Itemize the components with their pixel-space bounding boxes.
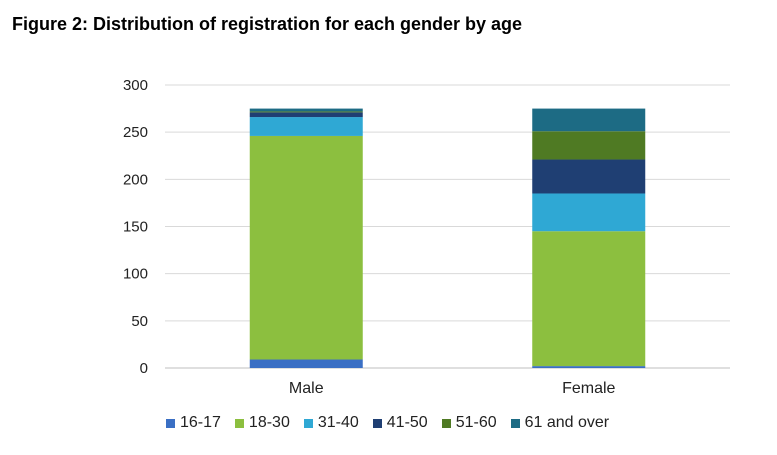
y-tick-label: 150 — [123, 219, 148, 236]
legend-label: 61 and over — [524, 414, 610, 431]
x-category-label: Female — [562, 380, 615, 397]
bars — [249, 108, 646, 368]
legend-swatch — [303, 418, 313, 428]
bar-segment-female-31-40 — [532, 193, 646, 232]
y-tick-label: 300 — [123, 77, 148, 94]
y-tick-label: 50 — [131, 313, 148, 330]
legend-swatch — [510, 418, 520, 428]
y-tick-label: 250 — [123, 124, 148, 141]
bar-segment-female-18-30 — [532, 231, 646, 367]
y-tick-label: 200 — [123, 171, 148, 188]
y-axis-ticks: 0 50 100 150 200 250 300 — [123, 77, 148, 377]
bar-segment-female-16-17 — [532, 366, 646, 368]
bar-segment-female-41-50 — [532, 159, 646, 194]
legend-swatch — [372, 418, 382, 428]
legend-label: 18-30 — [248, 414, 290, 431]
legend-label: 41-50 — [386, 414, 428, 431]
bar-segment-male-61-and-over — [249, 108, 363, 112]
legend-label: 16-17 — [180, 414, 221, 431]
legend-swatch — [234, 418, 244, 428]
legend-item: 16-17 — [166, 414, 221, 432]
bar-segment-female-51-60 — [532, 131, 646, 160]
bar-segment-male-51-60 — [249, 111, 363, 113]
legend-swatch — [166, 418, 175, 428]
legend-item: 51-60 — [441, 414, 497, 432]
x-axis-labels: Male Female — [289, 380, 616, 397]
legend-label: 31-40 — [317, 414, 359, 431]
x-category-label: Male — [289, 380, 324, 397]
bar-segment-male-41-50 — [249, 112, 363, 118]
bar-segment-male-16-17 — [249, 359, 363, 368]
legend-item: 18-30 — [234, 414, 290, 432]
legend-label: 51-60 — [455, 414, 497, 431]
legend-item: 31-40 — [303, 414, 359, 432]
y-tick-label: 100 — [123, 266, 148, 283]
bar-segment-male-18-30 — [249, 135, 363, 360]
legend-item: 41-50 — [372, 414, 428, 432]
legend-swatch — [441, 418, 451, 428]
bar-segment-male-31-40 — [249, 117, 363, 136]
legend-item: 61 and over — [510, 414, 610, 432]
chart-title: Figure 2: Distribution of registration f… — [12, 14, 523, 34]
bar-segment-female-61-and-over — [532, 108, 646, 132]
y-tick-label: 0 — [140, 360, 148, 377]
legend: 16-17 18-30 31-40 41-50 51-60 61 and over — [166, 414, 609, 432]
